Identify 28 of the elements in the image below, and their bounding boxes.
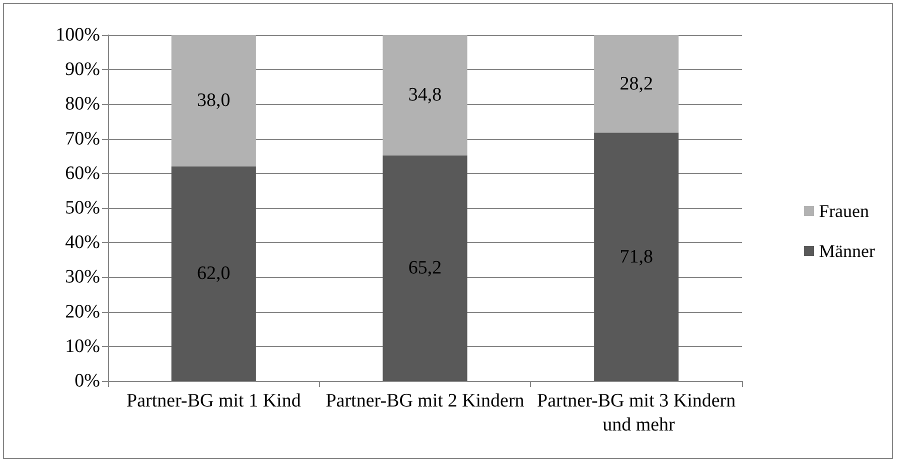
- data-label: 34,8: [408, 84, 442, 106]
- legend-label: Männer: [819, 241, 876, 261]
- y-tick-label: 20%: [65, 301, 100, 322]
- y-tick-label: 50%: [65, 198, 100, 218]
- y-tick-label: 60%: [65, 162, 100, 184]
- data-label: 65,2: [408, 258, 442, 279]
- y-tick-label: 100%: [56, 24, 100, 46]
- data-label: 38,0: [197, 90, 230, 112]
- y-tick-label: 70%: [65, 128, 100, 150]
- bar: [594, 132, 679, 381]
- x-tick-label: Partner-BG mit 1 Kind: [126, 390, 302, 412]
- y-tick-label: 40%: [65, 232, 100, 254]
- data-label: 62,0: [197, 263, 230, 284]
- bar: [382, 35, 468, 156]
- y-tick-label: 90%: [65, 59, 100, 80]
- legend-label: Frauen: [819, 201, 870, 221]
- y-tick-label: 80%: [65, 94, 100, 115]
- bar: [171, 166, 256, 381]
- bar: [382, 155, 468, 381]
- x-tick-label: Partner-BG mit 3 Kindern und mehr: [537, 390, 736, 436]
- data-label: 28,2: [620, 73, 653, 94]
- y-tick-label: 10%: [65, 336, 100, 357]
- x-tick-label: Partner-BG mit 2 Kindern: [326, 390, 525, 412]
- y-tick-label: 0%: [74, 370, 100, 392]
- data-label: 71,8: [620, 246, 653, 268]
- bar: [171, 35, 256, 166]
- bar: [594, 35, 679, 133]
- y-tick-label: 30%: [65, 266, 100, 288]
